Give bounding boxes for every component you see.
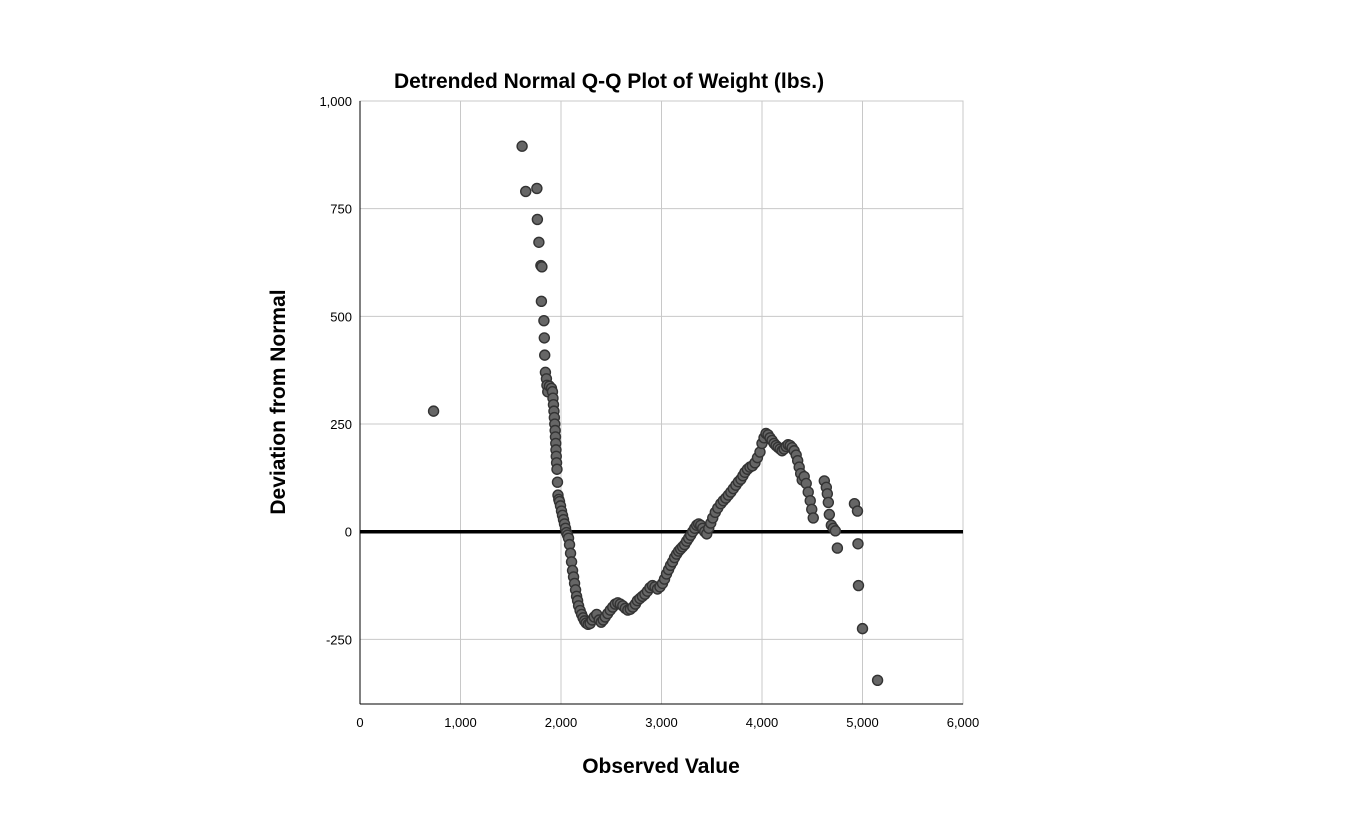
data-point bbox=[536, 261, 548, 273]
data-point bbox=[535, 295, 548, 307]
data-point bbox=[531, 182, 543, 195]
data-point bbox=[852, 579, 865, 592]
y-tick-label: -250 bbox=[326, 632, 352, 647]
data-point bbox=[516, 140, 528, 152]
y-tick-label: 1,000 bbox=[319, 94, 352, 109]
y-axis-label: Deviation from Normal bbox=[267, 289, 290, 514]
data-point bbox=[822, 496, 835, 509]
data-point bbox=[871, 674, 884, 687]
data-point bbox=[427, 405, 440, 417]
data-point bbox=[520, 185, 532, 198]
x-tick-label: 5,000 bbox=[846, 715, 879, 730]
data-point bbox=[807, 512, 819, 524]
data-point bbox=[823, 508, 836, 521]
axes bbox=[359, 101, 963, 705]
x-tick-label: 1,000 bbox=[444, 715, 477, 730]
data-point bbox=[533, 236, 545, 248]
data-point bbox=[538, 314, 550, 327]
x-tick-label: 3,000 bbox=[645, 715, 678, 730]
chart-title: Detrended Normal Q-Q Plot of Weight (lbs… bbox=[394, 70, 824, 93]
y-tick-label: 750 bbox=[330, 202, 352, 217]
x-tick-label: 6,000 bbox=[947, 715, 980, 730]
x-tick-label: 2,000 bbox=[545, 715, 578, 730]
data-point bbox=[538, 332, 551, 344]
y-tick-label: 250 bbox=[330, 417, 352, 432]
data-point bbox=[851, 505, 864, 517]
data-points bbox=[427, 140, 884, 687]
data-point bbox=[852, 538, 864, 550]
x-tick-label: 4,000 bbox=[746, 715, 779, 730]
data-point bbox=[551, 476, 564, 488]
x-tick-label: 0 bbox=[356, 715, 363, 730]
y-tick-label: 500 bbox=[330, 309, 352, 324]
y-tick-label: 0 bbox=[345, 525, 352, 540]
x-axis-label: Observed Value bbox=[582, 755, 740, 778]
data-point bbox=[531, 213, 544, 226]
data-point bbox=[829, 525, 842, 537]
data-point bbox=[856, 622, 869, 635]
grid-lines bbox=[360, 100, 964, 704]
data-point bbox=[551, 463, 563, 475]
data-point bbox=[539, 349, 551, 361]
tick-labels: 0 1,000 2,000 3,000 4,000 5,000 6,000 -250 0 250 5… bbox=[319, 94, 979, 730]
data-point bbox=[831, 542, 844, 554]
